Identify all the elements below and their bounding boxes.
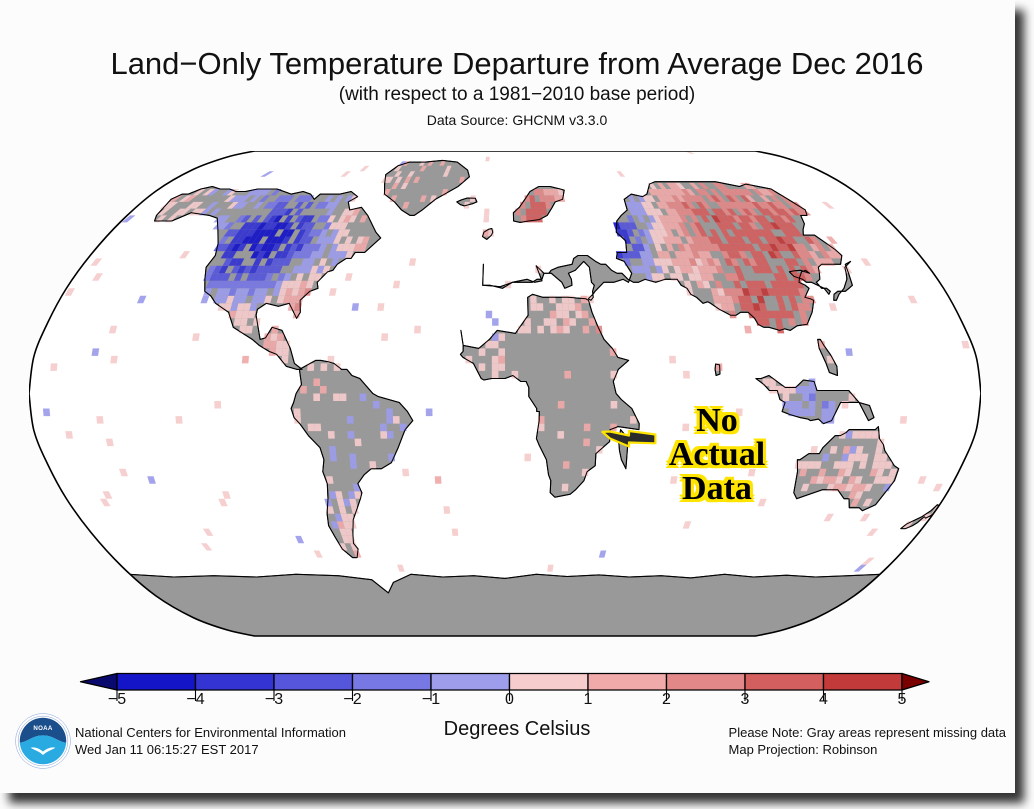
svg-text:NOAA: NOAA: [33, 725, 53, 732]
